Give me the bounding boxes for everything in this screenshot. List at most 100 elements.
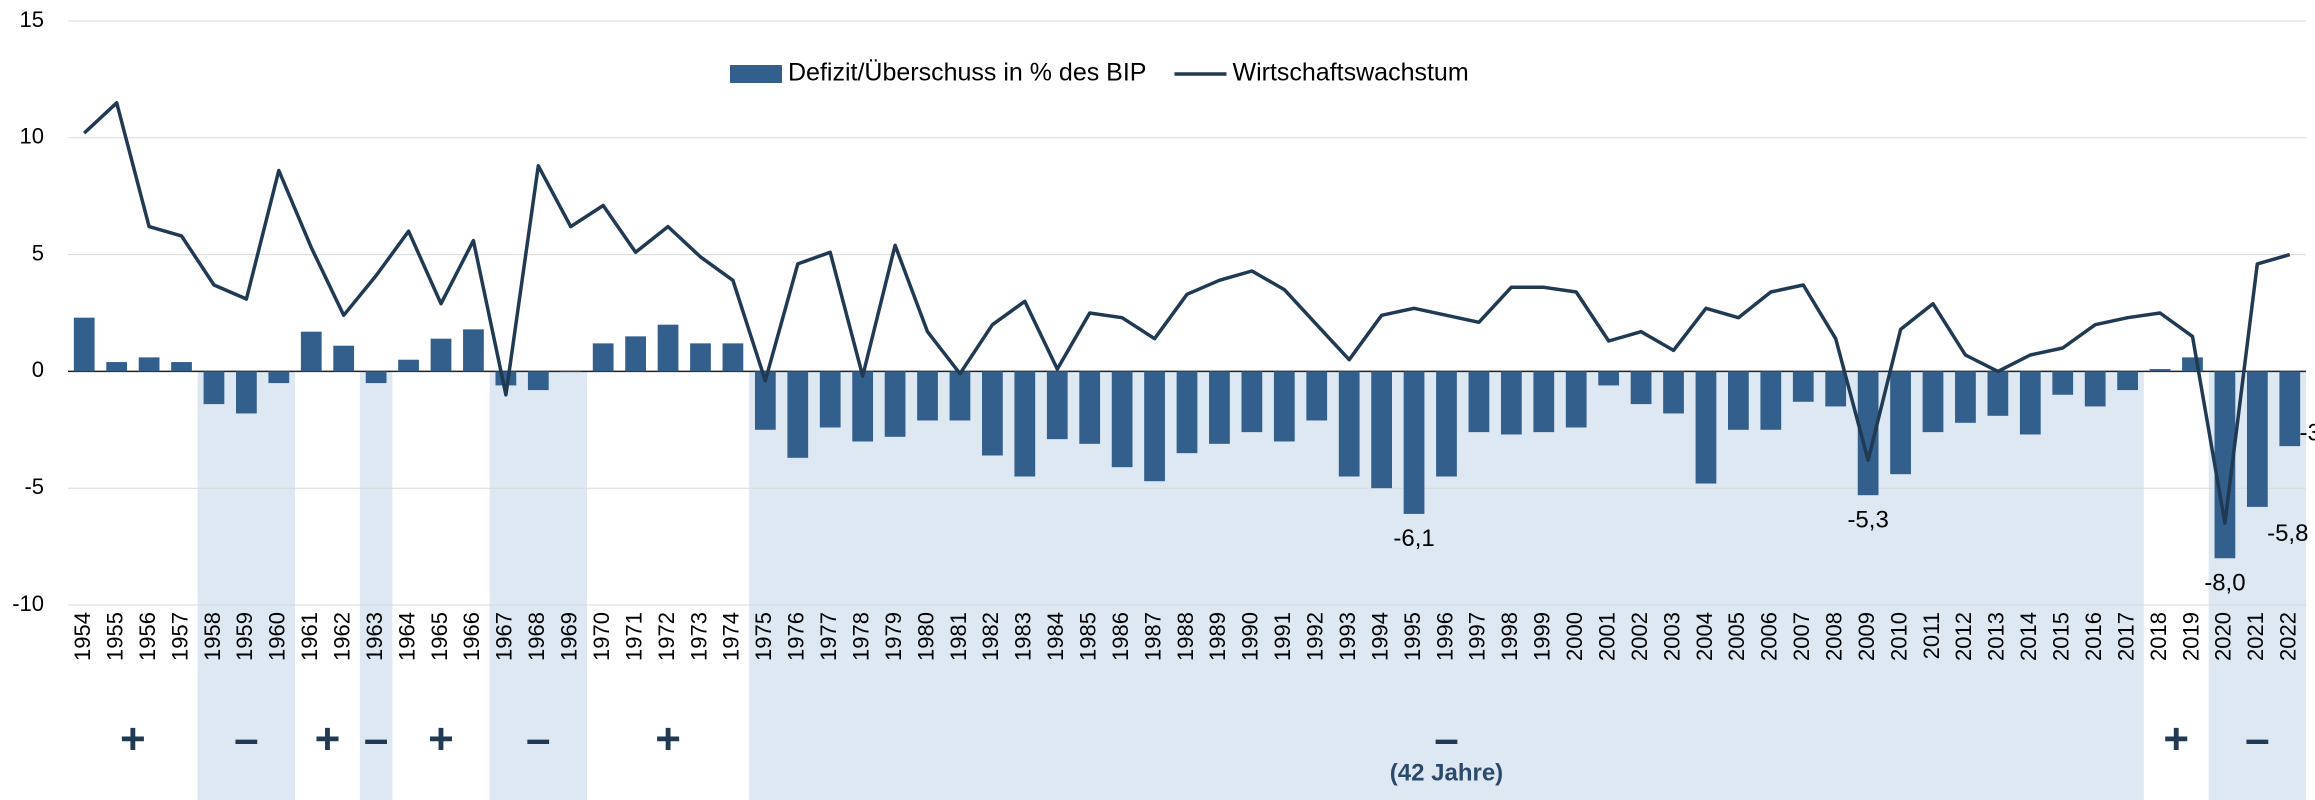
bar bbox=[527, 371, 549, 391]
x-tick-label: 1958 bbox=[200, 612, 225, 661]
bar bbox=[949, 371, 971, 421]
x-tick-label: 1982 bbox=[978, 612, 1003, 661]
bar bbox=[1436, 371, 1457, 477]
x-tick-label: 2018 bbox=[2146, 612, 2171, 661]
bar bbox=[1209, 371, 1230, 444]
x-tick-label: 1969 bbox=[557, 612, 582, 661]
x-tick-label: 1989 bbox=[1205, 612, 1230, 661]
x-tick-label: 1995 bbox=[1400, 612, 1425, 661]
bar bbox=[1792, 371, 1814, 402]
data-label: -5,3 bbox=[1847, 507, 1888, 534]
x-tick-label: 1976 bbox=[784, 612, 809, 661]
bar bbox=[1825, 371, 1847, 407]
data-label: -3,2 bbox=[2300, 419, 2315, 446]
x-tick-label: 1984 bbox=[1043, 612, 1068, 661]
y-tick-label: 15 bbox=[20, 7, 44, 32]
bar bbox=[365, 371, 387, 384]
x-tick-label: 1994 bbox=[1367, 612, 1392, 661]
bar bbox=[73, 317, 95, 372]
x-tick-label: 2017 bbox=[2113, 612, 2138, 661]
x-tick-label: 2016 bbox=[2081, 612, 2106, 661]
bar bbox=[1565, 371, 1587, 428]
x-tick-label: 1980 bbox=[913, 612, 938, 661]
bar bbox=[1111, 371, 1133, 468]
bar bbox=[560, 371, 582, 372]
x-tick-label: 1960 bbox=[265, 612, 290, 661]
bar bbox=[268, 371, 290, 384]
period-note: (42 Jahre) bbox=[1390, 759, 1503, 786]
x-tick-label: 1959 bbox=[232, 612, 257, 661]
x-tick-label: 1981 bbox=[946, 612, 971, 661]
period-sign: + bbox=[2163, 715, 2189, 764]
bar bbox=[1338, 371, 1360, 477]
x-tick-label: 2010 bbox=[1886, 612, 1911, 661]
x-tick-label: 1968 bbox=[524, 612, 549, 661]
bar bbox=[2279, 371, 2301, 447]
bar bbox=[106, 362, 128, 372]
x-tick-label: 2007 bbox=[1789, 612, 1814, 661]
bar bbox=[300, 331, 322, 372]
x-tick-label: 1990 bbox=[1238, 612, 1263, 661]
y-tick-label: 10 bbox=[20, 124, 44, 149]
bar bbox=[819, 371, 841, 428]
x-tick-label: 1963 bbox=[362, 612, 387, 661]
data-label: -8,0 bbox=[2204, 570, 2245, 597]
bar bbox=[722, 343, 744, 372]
bar bbox=[463, 329, 484, 372]
bar bbox=[982, 371, 1003, 456]
bar bbox=[1468, 371, 1490, 433]
bar bbox=[1371, 371, 1392, 489]
y-tick-label: 5 bbox=[32, 240, 44, 265]
bar bbox=[852, 371, 874, 442]
x-tick-label: 1975 bbox=[751, 612, 776, 661]
period-shade bbox=[359, 371, 393, 800]
x-tick-label: 2021 bbox=[2243, 612, 2268, 661]
period-sign: + bbox=[315, 715, 341, 764]
bar bbox=[1695, 371, 1717, 484]
x-tick-label: 1993 bbox=[1335, 612, 1360, 661]
x-tick-label: 1962 bbox=[330, 612, 355, 661]
period-sign: – bbox=[1434, 715, 1458, 764]
bar bbox=[1728, 371, 1749, 430]
x-tick-label: 1988 bbox=[1173, 612, 1198, 661]
x-tick-label: 2001 bbox=[1594, 612, 1619, 661]
legend-label: Defizit/Überschuss in % des BIP bbox=[788, 59, 1146, 87]
x-tick-label: 2004 bbox=[1692, 612, 1717, 661]
x-tick-label: 1964 bbox=[394, 612, 419, 661]
bar bbox=[1079, 371, 1101, 444]
bar bbox=[2246, 371, 2268, 507]
x-tick-label: 1966 bbox=[459, 612, 484, 661]
x-tick-label: 1955 bbox=[102, 612, 127, 661]
bar bbox=[236, 371, 257, 414]
bar bbox=[1598, 371, 1620, 386]
x-tick-label: 2019 bbox=[2178, 612, 2203, 661]
line bbox=[83, 101, 2291, 525]
x-tick-label: 2020 bbox=[2211, 612, 2236, 661]
y-tick-label: 0 bbox=[32, 357, 44, 382]
bar bbox=[203, 371, 225, 405]
bar bbox=[1890, 371, 1911, 475]
x-tick-label: 1999 bbox=[1530, 612, 1555, 661]
bar bbox=[884, 371, 906, 437]
bar bbox=[625, 336, 646, 372]
y-tick-label: -5 bbox=[24, 474, 44, 499]
x-tick-label: 1954 bbox=[70, 612, 95, 661]
bar bbox=[1922, 371, 1944, 433]
bar bbox=[1857, 371, 1879, 496]
x-tick-label: 1970 bbox=[589, 612, 614, 661]
legend-swatch bbox=[730, 65, 782, 83]
x-tick-label: 1967 bbox=[492, 612, 517, 661]
bar bbox=[171, 362, 192, 372]
x-tick-label: 1977 bbox=[816, 612, 841, 661]
bar bbox=[333, 345, 355, 372]
x-tick-label: 1997 bbox=[1465, 612, 1490, 661]
x-tick-label: 1971 bbox=[621, 612, 646, 661]
x-tick-label: 2011 bbox=[1919, 612, 1944, 659]
x-tick-label: 1974 bbox=[719, 612, 744, 661]
period-sign: + bbox=[428, 715, 454, 764]
x-tick-label: 1986 bbox=[1108, 612, 1133, 661]
x-tick-label: 1998 bbox=[1497, 612, 1522, 661]
bar bbox=[1241, 371, 1263, 433]
bar bbox=[430, 338, 452, 372]
data-label: -5,8 bbox=[2267, 520, 2308, 547]
